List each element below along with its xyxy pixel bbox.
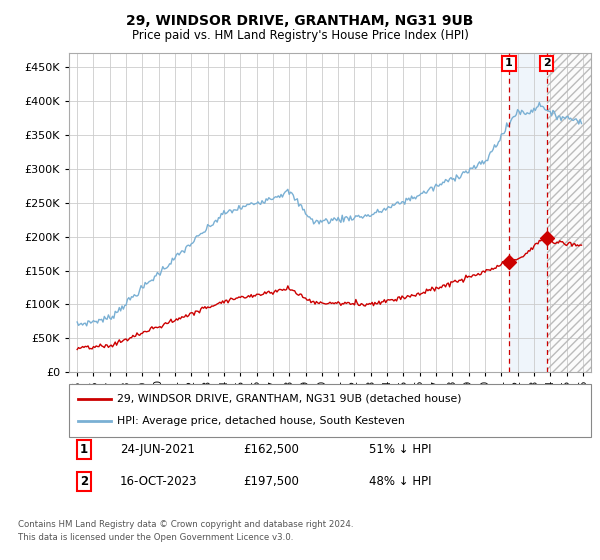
Text: 2: 2 <box>543 58 551 68</box>
Text: £197,500: £197,500 <box>243 475 299 488</box>
Text: 1: 1 <box>505 58 513 68</box>
Text: 48% ↓ HPI: 48% ↓ HPI <box>369 475 431 488</box>
Bar <box>547 53 591 372</box>
Text: 1: 1 <box>80 442 88 456</box>
Text: 24-JUN-2021: 24-JUN-2021 <box>120 442 195 456</box>
Text: £162,500: £162,500 <box>243 442 299 456</box>
Text: Contains HM Land Registry data © Crown copyright and database right 2024.: Contains HM Land Registry data © Crown c… <box>18 520 353 529</box>
Text: 51% ↓ HPI: 51% ↓ HPI <box>369 442 431 456</box>
Bar <box>509 53 547 372</box>
Point <box>504 258 514 267</box>
Text: 16-OCT-2023: 16-OCT-2023 <box>120 475 197 488</box>
Text: HPI: Average price, detached house, South Kesteven: HPI: Average price, detached house, Sout… <box>117 416 405 426</box>
Text: 29, WINDSOR DRIVE, GRANTHAM, NG31 9UB (detached house): 29, WINDSOR DRIVE, GRANTHAM, NG31 9UB (d… <box>117 394 461 404</box>
Text: 29, WINDSOR DRIVE, GRANTHAM, NG31 9UB: 29, WINDSOR DRIVE, GRANTHAM, NG31 9UB <box>127 14 473 28</box>
Bar <box>547 53 591 372</box>
Text: Price paid vs. HM Land Registry's House Price Index (HPI): Price paid vs. HM Land Registry's House … <box>131 29 469 42</box>
Point <box>542 234 551 242</box>
Text: 2: 2 <box>80 475 88 488</box>
Text: This data is licensed under the Open Government Licence v3.0.: This data is licensed under the Open Gov… <box>18 533 293 542</box>
